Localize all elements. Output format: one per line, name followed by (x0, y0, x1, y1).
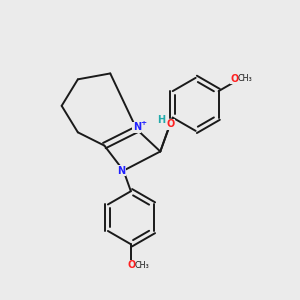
Text: O: O (167, 119, 175, 129)
Text: CH₃: CH₃ (238, 74, 253, 83)
Text: CH₃: CH₃ (135, 261, 149, 270)
Text: N: N (133, 122, 141, 132)
Text: H: H (157, 115, 165, 125)
Text: O: O (127, 260, 136, 270)
Text: O: O (230, 74, 238, 84)
Text: +: + (140, 120, 146, 126)
Text: N: N (117, 166, 125, 176)
